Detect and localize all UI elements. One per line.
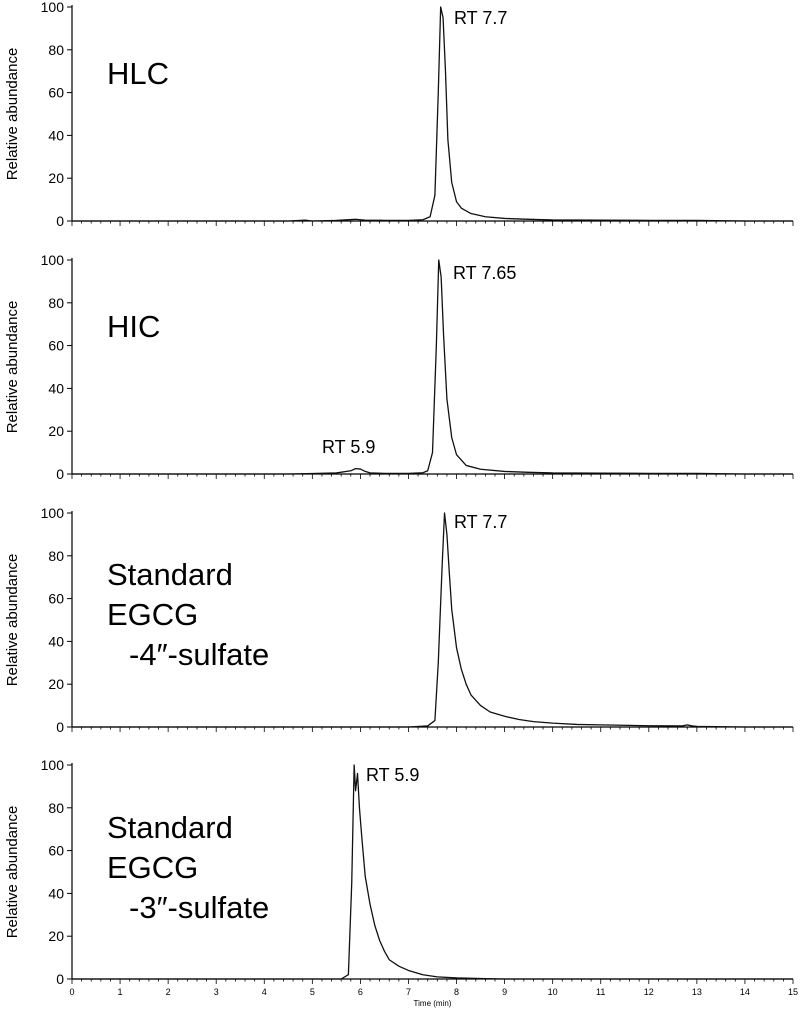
x-axis-title: Time (min) [414, 999, 452, 1008]
y-tick-label: 100 [41, 252, 65, 268]
y-tick-label: 60 [48, 591, 64, 607]
sample-label: EGCG [107, 850, 198, 885]
y-tick-label: 80 [48, 42, 64, 58]
chromatogram-panel-3: 0 20 40 60 80 100 Relative abundance Standard EG… [4, 505, 794, 735]
sample-label: HLC [107, 56, 169, 91]
series-line [72, 6, 793, 222]
y-tick-label: 100 [41, 0, 65, 15]
y-axis-title: Relative abundance [4, 554, 21, 687]
series-line [72, 512, 793, 728]
x-tick-label: 12 [644, 987, 654, 997]
x-tick-label: 1 [118, 987, 123, 997]
retention-time-annotation: RT 7.7 [454, 8, 507, 28]
x-tick-label: 6 [358, 987, 363, 997]
y-tick-label: 20 [48, 423, 64, 439]
x-tick-label: 0 [69, 987, 74, 997]
y-tick-label: 20 [48, 170, 64, 186]
series-line [72, 764, 793, 980]
retention-time-annotation: RT 5.9 [322, 437, 375, 457]
y-tick-label: 80 [48, 800, 64, 816]
retention-time-annotation: RT 7.65 [453, 263, 516, 283]
sample-label: HIC [107, 309, 160, 344]
y-tick-label: 0 [56, 971, 64, 987]
x-tick-label: 2 [166, 987, 171, 997]
x-tick-label: 8 [454, 987, 459, 997]
x-tick-label: 14 [740, 987, 750, 997]
y-tick-label: 40 [48, 127, 64, 143]
retention-time-annotation: RT 5.9 [366, 765, 419, 785]
y-axis-title: Relative abundance [4, 301, 21, 434]
y-tick-label: 60 [48, 843, 64, 859]
y-tick-label: 20 [48, 928, 64, 944]
y-tick-label: 80 [48, 548, 64, 564]
chromatogram-panel-1: 0 20 40 60 80 100 Relative abundance HLC RT 7.7 [4, 0, 794, 229]
y-tick-label: 100 [41, 505, 65, 521]
y-axis-title: Relative abundance [4, 806, 21, 939]
x-tick-label: 5 [310, 987, 315, 997]
x-tick-label: 3 [214, 987, 219, 997]
x-tick-label: 4 [262, 987, 267, 997]
y-tick-label: 60 [48, 338, 64, 354]
y-tick-label: 40 [48, 633, 64, 649]
chromatogram-panel-2: 0 20 40 60 80 100 Relative abundance HIC RT 7.65… [4, 252, 794, 482]
sample-label: EGCG [107, 597, 198, 632]
y-tick-label: 60 [48, 85, 64, 101]
sample-label: Standard [107, 557, 233, 592]
y-tick-label: 0 [56, 213, 64, 229]
y-axis-title: Relative abundance [4, 48, 21, 181]
retention-time-annotation: RT 7.7 [454, 512, 507, 532]
sample-label: -3″-sulfate [129, 890, 269, 925]
x-tick-label: 13 [692, 987, 702, 997]
y-tick-label: 20 [48, 676, 64, 692]
x-tick-label: 11 [596, 987, 605, 997]
y-tick-label: 0 [56, 466, 64, 482]
y-tick-label: 80 [48, 295, 64, 311]
x-tick-label: 9 [502, 987, 507, 997]
series-line [72, 259, 793, 475]
x-tick-label: 15 [788, 987, 798, 997]
x-tick-label: 10 [548, 987, 558, 997]
y-tick-label: 40 [48, 380, 64, 396]
y-tick-label: 40 [48, 885, 64, 901]
sample-label: -4″-sulfate [129, 637, 269, 672]
y-tick-label: 0 [56, 719, 64, 735]
sample-label: Standard [107, 810, 233, 845]
x-tick-label: 7 [406, 987, 411, 997]
y-tick-label: 100 [41, 757, 65, 773]
